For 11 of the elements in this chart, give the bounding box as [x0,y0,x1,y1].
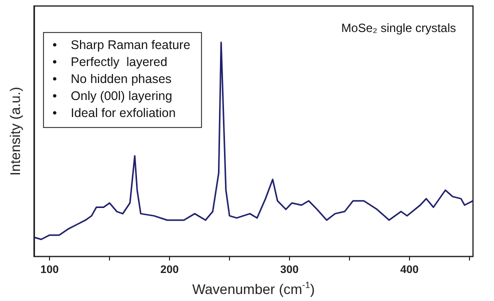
annotation: • No hidden phases [52,72,172,86]
x-tick-label: 300 [280,264,299,276]
y-axis-title: Intensity (a.u.) [7,86,23,176]
annotation: • Sharp Raman feature [52,38,190,52]
x-tick-label: 100 [40,264,59,276]
annotation: • Perfectly layered [52,55,168,69]
annotation: • Ideal for exfoliation [52,106,176,120]
x-tick-label: 200 [160,264,179,276]
text: MoSe₂ single crystals [341,21,456,35]
annotation: • Only (00l) layering [52,89,172,103]
x-tick-label: 400 [400,264,419,276]
